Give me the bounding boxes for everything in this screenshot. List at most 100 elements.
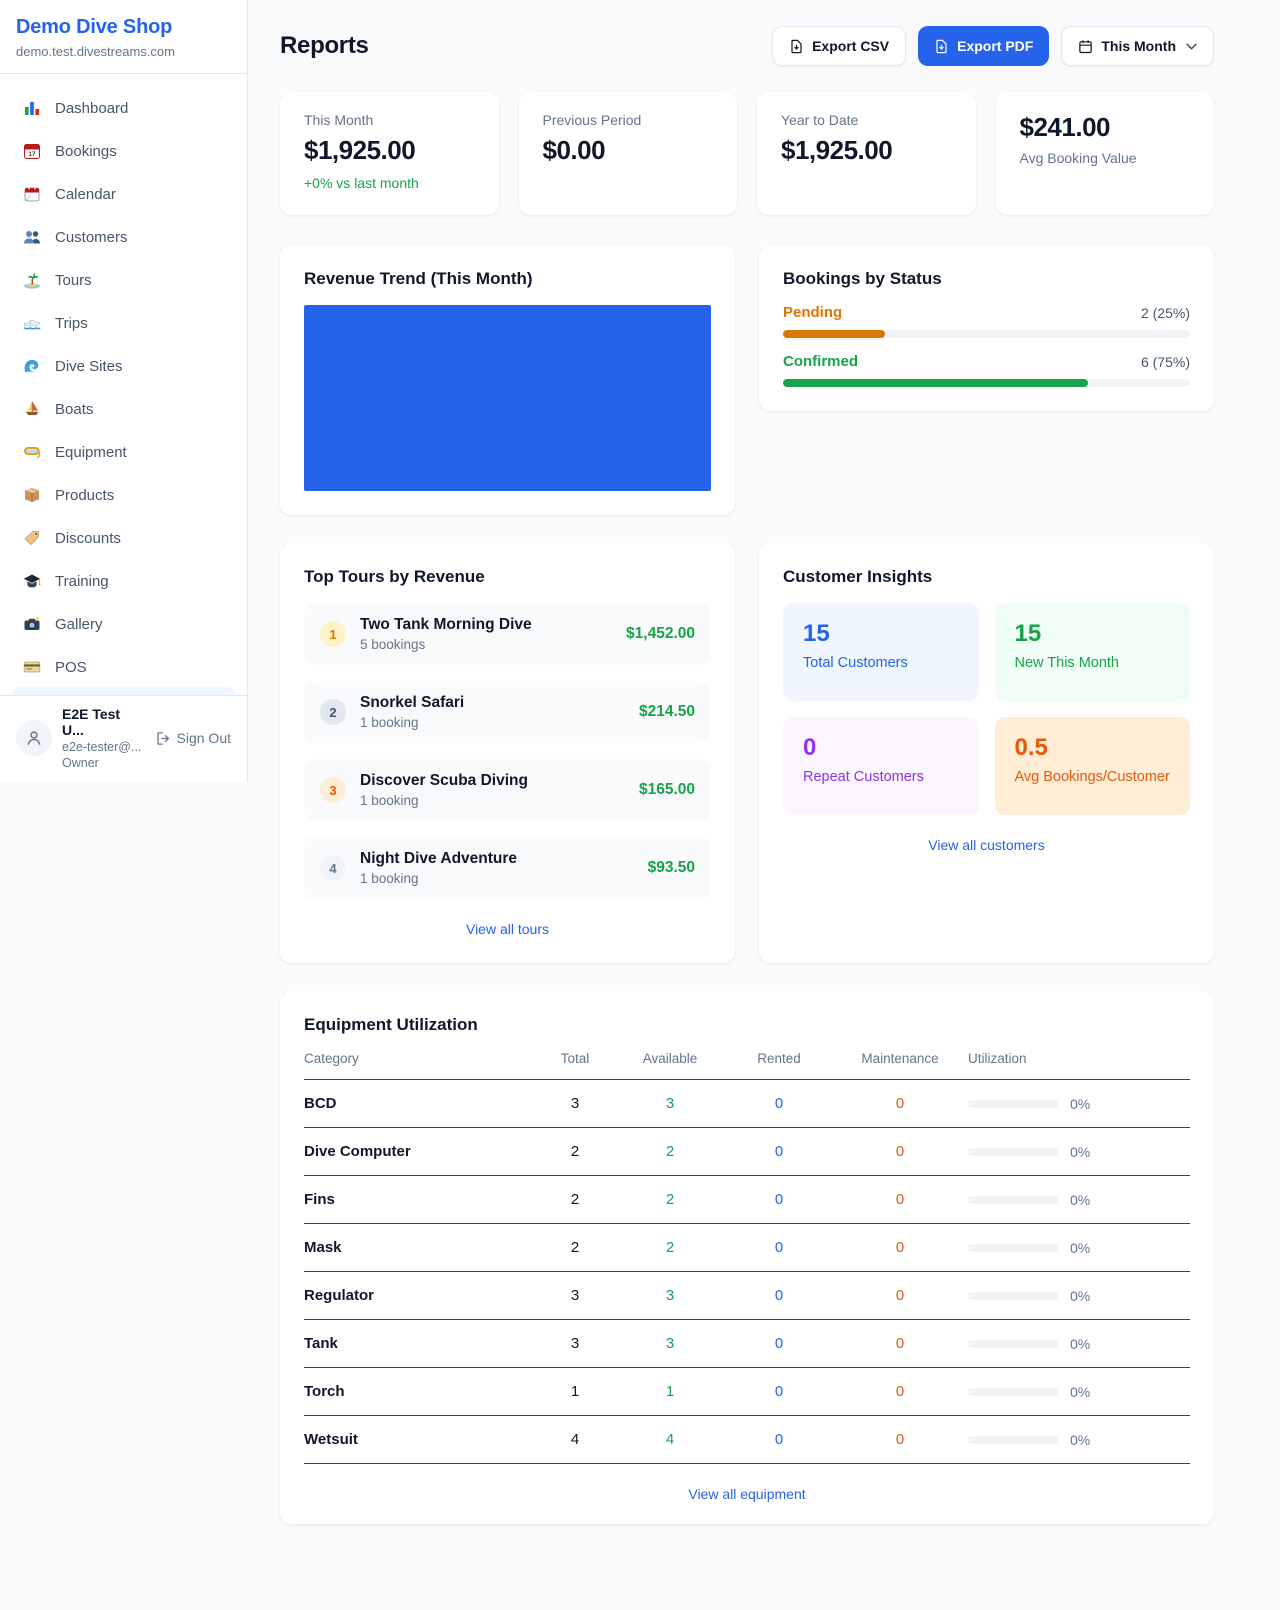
insights-row: Top Tours by Revenue 1 Two Tank Morning … [280,543,1214,963]
column-header: Category [304,1051,359,1066]
cell-rented: 0 [774,1143,784,1160]
export-pdf-button[interactable]: Export PDF [918,26,1050,66]
tour-revenue: $1,452.00 [626,625,695,642]
cell-available: 1 [665,1383,675,1400]
tile-repeat-customers: 0 Repeat Customers [783,717,979,815]
utilization-bar-track [968,1195,1058,1204]
customer-insights-card: Customer Insights 15 Total Customers 15 … [759,543,1214,963]
equipment-utilization-card: Equipment Utilization Category Total Ava… [280,991,1214,1524]
stats-row: This Month $1,925.00 +0% vs last month P… [280,92,1214,215]
cell-maintenance: 0 [895,1335,905,1352]
cell-category: Dive Computer [304,1143,411,1160]
cell-available: 3 [665,1095,675,1112]
cell-rented: 0 [774,1095,784,1112]
cell-total: 3 [570,1287,580,1304]
sidebar-item-label: Discounts [55,529,121,547]
stat-label: This Month [304,112,374,128]
status-label: Confirmed [783,353,858,370]
rank-badge: 3 [320,777,346,803]
utilization-text: 0% [1070,1431,1091,1448]
equipment-table-header: Category Total Available Rented Maintena… [304,1035,1190,1080]
tour-row: 2 Snorkel Safari 1 booking $214.50 [304,681,711,743]
export-csv-button[interactable]: Export CSV [772,26,907,66]
cell-utilization: 0% [968,1192,1190,1208]
sidebar-item-customers[interactable]: Customers [12,217,235,257]
table-row: Torch 1 1 0 0 0% [304,1368,1190,1416]
sidebar-item-label: Gallery [55,615,103,633]
utilization-bar-track [968,1147,1058,1156]
tile-total-customers: 15 Total Customers [783,603,979,701]
cell-available: 2 [665,1143,675,1160]
user-role: Owner [62,756,99,770]
cell-available: 2 [665,1191,675,1208]
cell-utilization: 0% [968,1096,1190,1112]
tile-avg-bookings-customer: 0.5 Avg Bookings/Customer [994,717,1190,815]
bookings-by-status-card: Bookings by Status Pending 2 (25%) Confi… [759,245,1214,411]
column-header: Utilization [968,1051,1027,1066]
cell-rented: 0 [774,1239,784,1256]
cell-total: 4 [570,1431,580,1448]
sidebar-item-label: Products [55,486,115,504]
cell-total: 2 [570,1143,580,1160]
sidebar-item-gallery[interactable]: Gallery [12,604,235,644]
bar-chart-icon [22,98,42,118]
tour-name: Night Dive Adventure [360,850,518,867]
sidebar-item-dashboard[interactable]: Dashboard [12,88,235,128]
user-name: E2E Test U... [62,706,121,738]
cell-maintenance: 0 [895,1431,905,1448]
view-all-tours-link[interactable]: View all tours [465,921,549,937]
sidebar-item-products[interactable]: Products [12,475,235,515]
view-all-customers-link[interactable]: View all customers [928,837,1045,853]
tour-revenue: $214.50 [638,703,695,720]
tour-bookings: 1 booking [360,715,419,730]
utilization-bar-track [968,1291,1058,1300]
tile-value: 0.5 [1014,734,1048,761]
cell-utilization: 0% [968,1432,1190,1448]
utilization-text: 0% [1070,1287,1091,1304]
table-row: Mask 2 2 0 0 0% [304,1224,1190,1272]
shop-name[interactable]: Demo Dive Shop [16,16,173,38]
table-row: Fins 2 2 0 0 0% [304,1176,1190,1224]
view-all-equipment-link[interactable]: View all equipment [688,1486,806,1502]
svg-text:17: 17 [28,151,36,158]
cell-maintenance: 0 [895,1287,905,1304]
tour-name: Snorkel Safari [360,694,465,711]
sidebar-item-dive-sites[interactable]: Dive Sites [12,346,235,386]
cell-rented: 0 [774,1191,784,1208]
status-bar-track [783,379,1190,387]
cell-total: 2 [570,1239,580,1256]
stat-card-this-month: This Month $1,925.00 +0% vs last month [280,92,499,215]
period-label: This Month [1101,38,1176,54]
tile-new-this-month: 15 New This Month [994,603,1190,701]
stat-label: Year to Date [781,112,859,128]
stat-value: $0.00 [542,135,606,165]
sidebar-item-bookings[interactable]: 17 Bookings [12,131,235,171]
sign-out-button[interactable]: Sign Out [156,730,231,746]
tour-revenue: $165.00 [638,781,695,798]
sidebar-item-boats[interactable]: Boats [12,389,235,429]
sidebar-item-trips[interactable]: Trips [12,303,235,343]
sidebar-item-equipment[interactable]: Equipment [12,432,235,472]
export-pdf-label: Export PDF [957,38,1034,54]
utilization-text: 0% [1070,1095,1091,1112]
revenue-trend-chart [304,305,711,491]
package-icon [22,485,42,505]
sidebar-item-label: Calendar [55,185,116,203]
tile-label: Total Customers [803,655,908,671]
sidebar-item-tours[interactable]: Tours [12,260,235,300]
sidebar-item-calendar[interactable]: Calendar [12,174,235,214]
revenue-trend-bar [304,305,711,491]
dive-mask-icon [22,442,42,462]
cell-utilization: 0% [968,1336,1190,1352]
sidebar-item-pos[interactable]: POS [12,647,235,687]
tour-row: 4 Night Dive Adventure 1 booking $93.50 [304,837,711,899]
period-dropdown[interactable]: This Month [1061,26,1214,66]
sidebar-item-discounts[interactable]: Discounts [12,518,235,558]
sidebar-item-reports-partial[interactable] [12,687,235,695]
sidebar-item-training[interactable]: Training [12,561,235,601]
column-header: Rented [757,1051,801,1066]
cell-category: Mask [304,1239,342,1256]
status-bar-fill [783,379,1089,387]
tile-label: Avg Bookings/Customer [1014,769,1170,785]
cell-maintenance: 0 [895,1383,905,1400]
